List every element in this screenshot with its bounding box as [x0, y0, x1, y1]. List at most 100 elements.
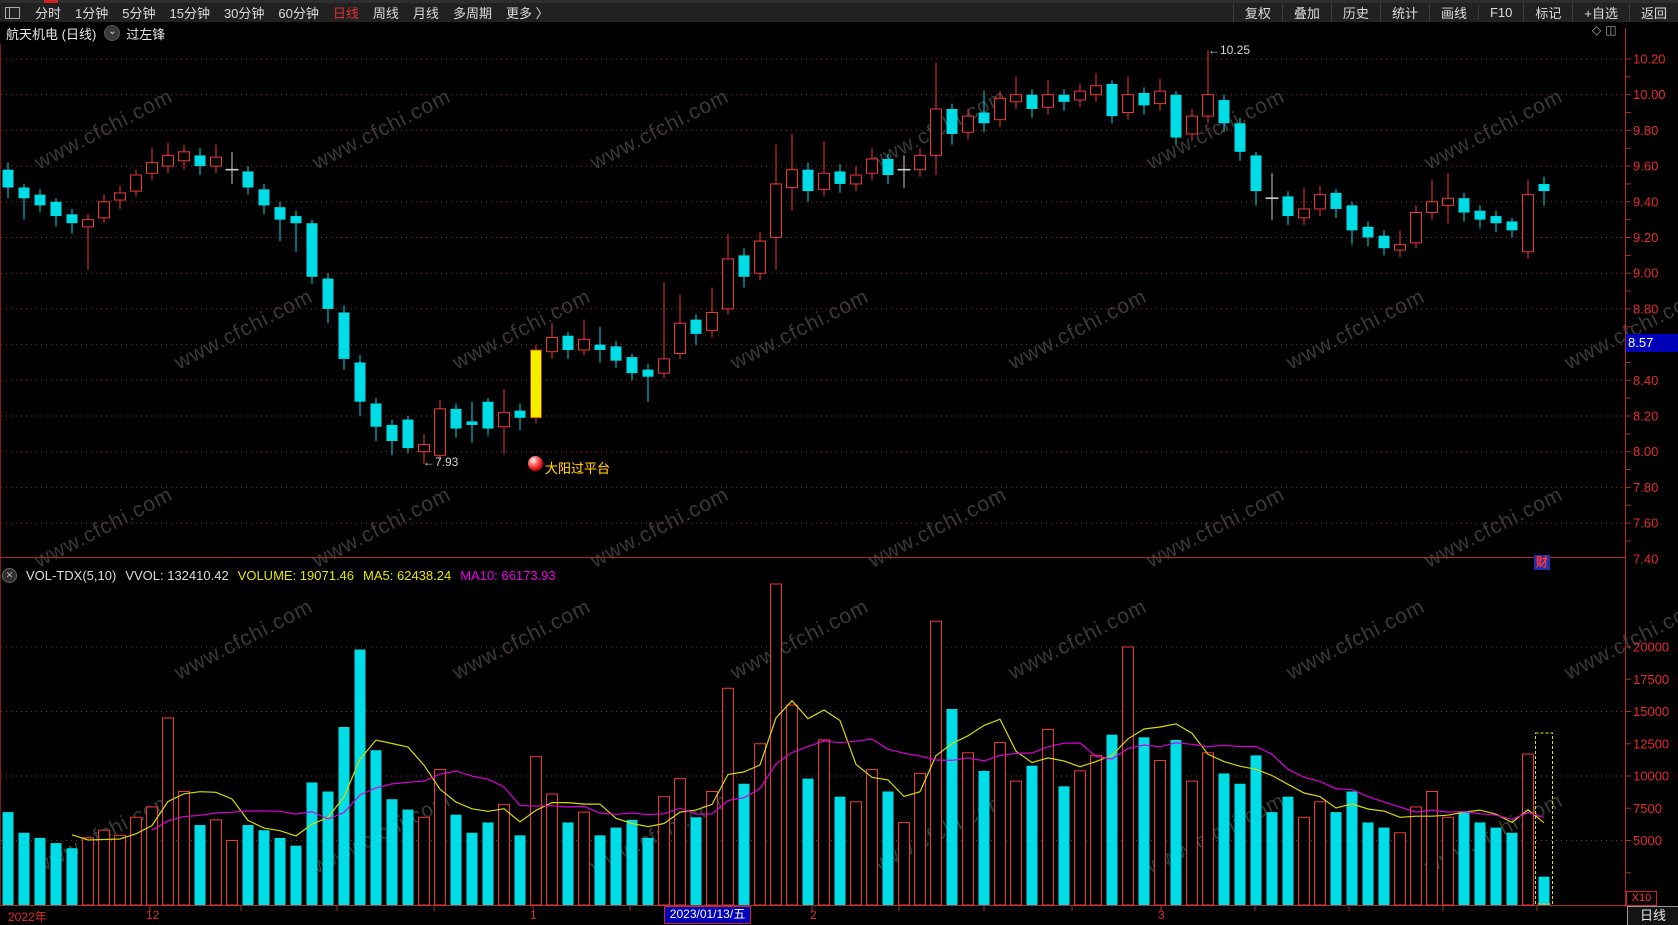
- menu-item-1分钟[interactable]: 1分钟: [75, 6, 109, 21]
- tool-item-复权[interactable]: 复权: [1232, 3, 1282, 22]
- tool-item-统计[interactable]: 统计: [1379, 3, 1429, 22]
- news-badge[interactable]: 财: [1534, 555, 1550, 570]
- candle-body: [722, 258, 734, 310]
- tool-item-返回[interactable]: 返回: [1628, 3, 1678, 22]
- volume-bar: [754, 743, 766, 906]
- volume-bar: [1170, 739, 1182, 905]
- vvol-value: VVOL: 132410.42: [125, 567, 229, 583]
- volume-bar: [946, 708, 958, 905]
- chevron-down-icon[interactable]: ⌄: [104, 25, 121, 41]
- selected-price-tag: 8.57: [1626, 334, 1678, 352]
- time-axis-label: 2: [810, 908, 817, 922]
- volume-bar: [66, 848, 78, 905]
- tool-item-标记[interactable]: 标记: [1523, 3, 1572, 22]
- menu-bar: 分时 1分钟 5分钟 15分钟 30分钟 60分钟 日线 周线 月线 多周期 更多 〉 复权 叠加 历史…: [0, 3, 1678, 22]
- candle-body: [1442, 197, 1454, 206]
- candle-body: [1522, 194, 1534, 253]
- top-red-chip: [44, 0, 58, 3]
- tool-item-+自选[interactable]: +自选: [1572, 3, 1629, 22]
- menu-item-5分钟[interactable]: 5分钟: [122, 6, 156, 21]
- collapse-indicator-icon[interactable]: ✕: [2, 567, 17, 583]
- menu-item-周线[interactable]: 周线: [372, 6, 399, 21]
- volume-bar: [834, 796, 846, 905]
- volume-bar: [802, 778, 814, 905]
- volume-bar: [594, 835, 606, 905]
- candle-body: [1058, 94, 1070, 102]
- tool-item-F10[interactable]: F10: [1477, 5, 1523, 20]
- candle-body: [2, 169, 14, 188]
- volume-multiplier-tag: X10: [1626, 891, 1657, 906]
- menu-item-月线[interactable]: 月线: [412, 6, 439, 21]
- volume-bar: [930, 620, 942, 906]
- menu-item-15分钟[interactable]: 15分钟: [169, 6, 210, 21]
- menu-item-60分钟[interactable]: 60分钟: [278, 6, 319, 21]
- candle-body: [50, 201, 62, 217]
- volume-bar: [114, 834, 126, 906]
- volume-bar: [226, 840, 238, 906]
- volume-bar: [786, 704, 798, 906]
- volume-bar: [1506, 832, 1518, 905]
- volume-bar: [914, 772, 926, 906]
- ma10-value: MA10: 66173.93: [460, 567, 556, 583]
- volume-bar: [1042, 729, 1054, 906]
- tool-item-叠加[interactable]: 叠加: [1281, 3, 1331, 22]
- candle-body: [1538, 183, 1550, 192]
- menu-item-30分钟[interactable]: 30分钟: [223, 6, 265, 21]
- price-axis-label: 9.20: [1633, 230, 1658, 245]
- selected-date-tag: 2023/01/13/五: [664, 906, 751, 924]
- diamond-icon[interactable]: ◇: [1592, 23, 1606, 37]
- volume-bar: [1314, 801, 1326, 906]
- volume-bar: [98, 829, 110, 906]
- volume-bar: [354, 649, 366, 905]
- volume-bar: [370, 750, 382, 905]
- volume-bar: [82, 837, 94, 906]
- volume-bar: [1458, 812, 1470, 905]
- volume-bar: [1490, 827, 1502, 905]
- volume-indicator-name[interactable]: VOL-TDX(5,10): [26, 567, 117, 583]
- candle-body: [1138, 92, 1150, 106]
- period-indicator-box[interactable]: 日线: [1627, 906, 1678, 925]
- price-axis-label: 9.80: [1633, 123, 1658, 138]
- candle-body: [1378, 235, 1390, 249]
- candle-body: [738, 255, 750, 277]
- candle-body: [354, 362, 366, 402]
- volume-axis-label: 20000: [1633, 640, 1669, 655]
- window-icon[interactable]: [5, 6, 20, 19]
- candle-body: [1186, 115, 1198, 135]
- volume-axis-label: 15000: [1633, 704, 1669, 719]
- menu-item-分时[interactable]: 分时: [35, 6, 62, 21]
- menu-item-日线[interactable]: 日线: [332, 6, 359, 21]
- volume-bar: [690, 817, 702, 905]
- volume-bar: [738, 783, 750, 905]
- signal-ball-icon: [528, 456, 543, 471]
- volume-bar: [274, 837, 286, 905]
- candle-body: [1426, 201, 1438, 214]
- candle-body: [370, 403, 382, 427]
- candle-body: [66, 214, 78, 224]
- candle-body: [178, 151, 190, 162]
- candle-body: [514, 410, 526, 418]
- menu-item-更多〉[interactable]: 更多 〉: [505, 6, 549, 21]
- menu-item-多周期[interactable]: 多周期: [452, 6, 492, 21]
- volume-bar: [562, 822, 574, 905]
- volume-bar: [1202, 752, 1214, 906]
- volume-indicator-header: ✕ VOL-TDX(5,10) VVOL: 132410.42 VOLUME: …: [2, 566, 556, 584]
- candle-body: [1346, 205, 1358, 231]
- volume-bar: [1138, 737, 1150, 905]
- candle-body: [434, 408, 446, 456]
- volume-bar: [146, 806, 158, 906]
- volume-bar: [322, 791, 334, 905]
- candle-body: [946, 108, 958, 134]
- candle-body: [482, 401, 494, 429]
- tool-item-历史[interactable]: 历史: [1330, 3, 1380, 22]
- candle-body: [962, 115, 974, 133]
- split-view-icon[interactable]: ◫: [1605, 23, 1621, 37]
- candle-body: [194, 155, 206, 167]
- volume-bar: [1106, 734, 1118, 905]
- volume-bar: [818, 739, 830, 906]
- candle-body: [546, 336, 558, 353]
- tool-item-画线[interactable]: 画线: [1428, 3, 1478, 22]
- volume-bar: [306, 782, 318, 905]
- candle-body: [402, 419, 414, 449]
